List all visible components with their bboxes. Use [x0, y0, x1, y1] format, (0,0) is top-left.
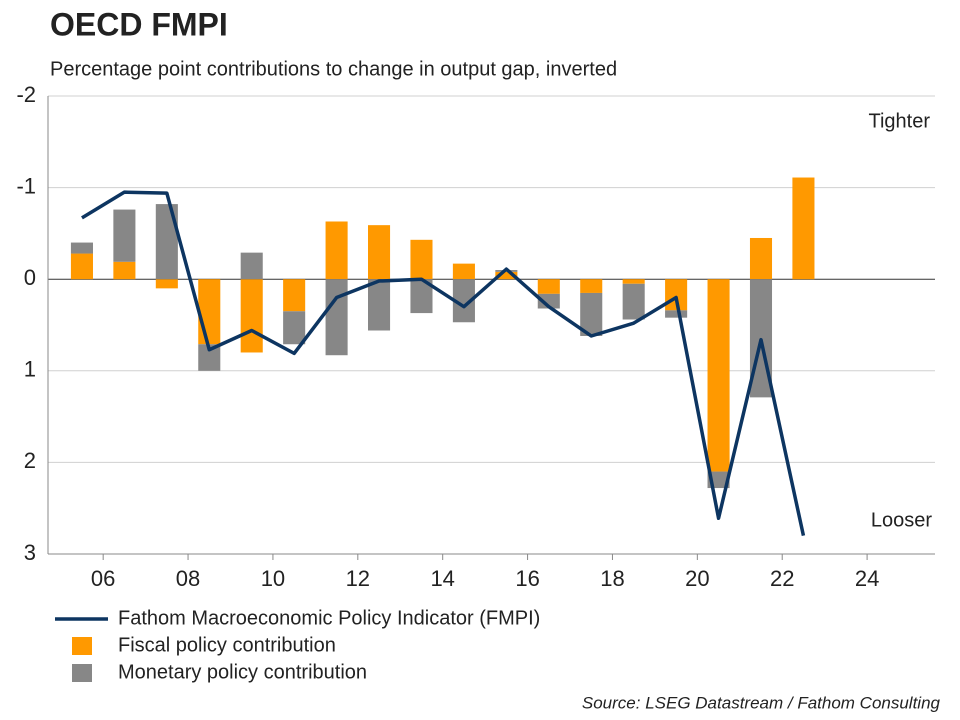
bar: [240, 279, 263, 353]
y-tick-label: 1: [24, 357, 36, 382]
bar: [452, 279, 475, 323]
x-tick-label: 24: [855, 566, 879, 591]
bar: [452, 263, 475, 280]
x-tick-label: 10: [261, 566, 285, 591]
x-tick-label: 18: [600, 566, 624, 591]
legend-swatch: [72, 664, 92, 682]
bar: [622, 283, 645, 320]
bar: [325, 279, 348, 356]
y-tick-label: 2: [24, 448, 36, 473]
x-tick-label: 06: [91, 566, 115, 591]
bar: [580, 292, 603, 336]
legend-label: Monetary policy contribution: [118, 661, 367, 683]
x-tick-label: 20: [685, 566, 709, 591]
bar: [367, 225, 391, 280]
bar: [580, 279, 603, 293]
bar: [622, 279, 645, 284]
x-tick-label: 22: [770, 566, 794, 591]
bar: [155, 279, 178, 289]
bar: [410, 239, 433, 280]
y-tick-label: 0: [24, 265, 36, 290]
chart-subtitle: Percentage point contributions to change…: [50, 58, 617, 80]
bar: [792, 177, 815, 280]
legend-swatch: [72, 637, 92, 655]
bar: [113, 209, 136, 262]
bar: [537, 293, 560, 309]
x-tick-label: 08: [176, 566, 200, 591]
bar: [198, 279, 221, 345]
bar: [70, 253, 93, 280]
bar: [537, 279, 560, 294]
bar: [283, 279, 306, 312]
bar: [155, 204, 178, 280]
legend-label: Fathom Macroeconomic Policy Indicator (F…: [118, 607, 540, 629]
line: [81, 190, 806, 537]
y-tick-label: -1: [16, 173, 36, 198]
bar: [198, 344, 221, 371]
bar: [665, 310, 688, 318]
x-tick-label: 14: [430, 566, 454, 591]
source: Source: LSEG Datastream / Fathom Consult…: [582, 693, 941, 712]
bar: [749, 237, 773, 280]
bar: [495, 271, 518, 280]
legend-label: Fiscal policy contribution: [118, 634, 336, 656]
annotation: Tighter: [868, 110, 930, 132]
bar: [113, 261, 136, 280]
bar: [325, 221, 348, 280]
bar: [70, 242, 93, 254]
x-tick-label: 16: [515, 566, 539, 591]
bar: [707, 279, 730, 472]
x-tick-label: 12: [346, 566, 370, 591]
bar: [367, 279, 391, 331]
bar: [283, 311, 306, 345]
bar: [410, 279, 433, 314]
bar: [240, 252, 263, 280]
annotation: Looser: [871, 509, 932, 531]
y-tick-label: -2: [16, 82, 36, 107]
y-tick-label: 3: [24, 540, 36, 565]
chart-title: OECD FMPI: [50, 6, 228, 42]
